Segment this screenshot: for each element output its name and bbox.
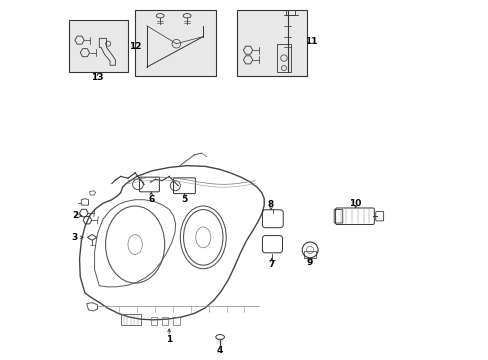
Text: 4: 4 [217, 346, 223, 355]
Text: 5: 5 [181, 195, 187, 204]
Text: 12: 12 [129, 42, 142, 51]
Text: 1: 1 [166, 335, 172, 344]
Text: 7: 7 [267, 260, 274, 269]
FancyBboxPatch shape [69, 21, 128, 72]
Text: 6: 6 [148, 195, 154, 204]
Text: 13: 13 [91, 73, 103, 82]
Text: 3: 3 [71, 233, 78, 242]
FancyBboxPatch shape [135, 10, 215, 76]
Text: 8: 8 [267, 200, 274, 209]
Text: 11: 11 [304, 37, 316, 46]
FancyBboxPatch shape [237, 10, 306, 76]
Text: 10: 10 [349, 199, 361, 208]
Text: 2: 2 [72, 211, 78, 220]
Text: 9: 9 [306, 258, 313, 267]
